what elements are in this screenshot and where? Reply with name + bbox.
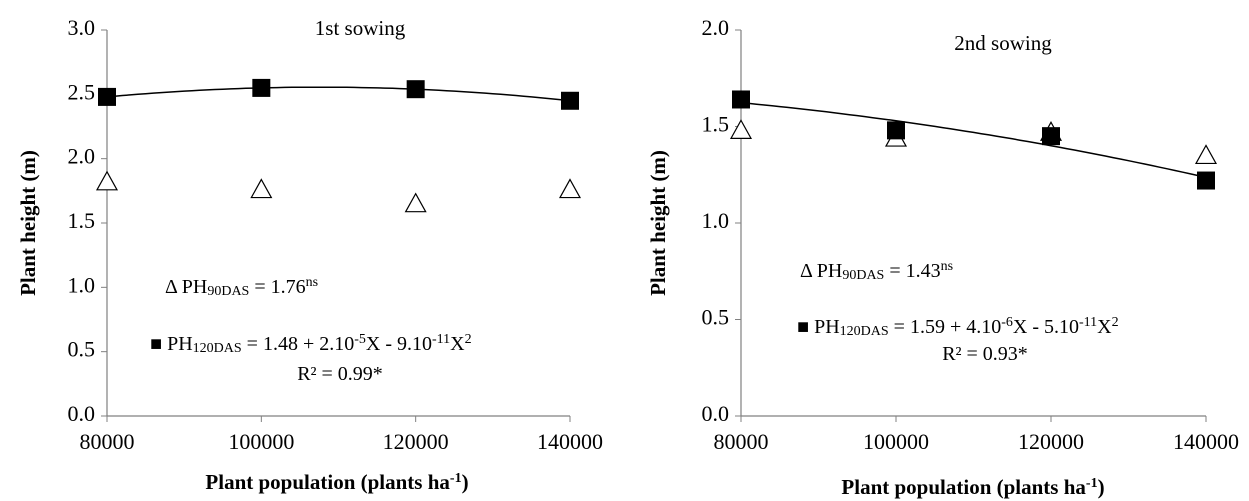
annotation: R² = 0.99* [297,363,383,385]
y-tick-label: 1.0 [702,208,730,233]
annotation: R² = 0.93* [942,343,1028,365]
text-run: Plant population (plants ha [841,475,1086,499]
chart-title: 2nd sowing [954,31,1052,55]
y-tick-label: 0.5 [702,305,730,330]
text-run: 2 [465,332,472,347]
text-run: ns [941,259,953,274]
x-tick-label: 140000 [537,429,603,454]
triangle-marker [729,119,753,139]
text-run: Plant population (plants ha [205,470,450,494]
square-marker [252,78,271,97]
text-run: X - 5.10 [1013,316,1079,338]
annotation: Δ PH90DAS = 1.76ns [165,275,318,298]
text-run: -1 [1086,476,1098,491]
y-tick-label: 0.0 [68,401,96,426]
text-run: -1 [450,471,462,486]
triangle-marker [95,170,119,191]
text-run: 90DAS [842,268,884,283]
text-run: -11 [432,332,450,347]
text-run: R² = 0.99* [297,363,383,385]
panel: 0.0 0.5 1.0 1.5 2.0 2.5 3.0 80000 100000 120000 14… [16,15,603,494]
y-axis-title: Plant height (m) [646,150,670,296]
square-marker [887,121,905,140]
text-run: = 1.48 + 2.10 [242,333,355,355]
text-run: -11 [1079,315,1097,330]
x-tick-label: 80000 [714,429,769,454]
y-tick-label: 1.5 [702,112,730,137]
y-tick-label: 1.0 [68,272,96,297]
text-run: 120DAS [840,324,889,339]
y-tick-label: 2.0 [702,15,730,40]
x-tick-label: 100000 [228,429,294,454]
y-axis-title: Plant height (m) [16,150,40,296]
text-run: = 1.43 [884,260,940,282]
text-run: -5 [354,332,366,347]
annotation: ■ PH120DAS = 1.59 + 4.10-6X - 5.10-11X2 [797,315,1119,338]
y-tick-label: 3.0 [68,15,96,40]
x-tick-label: 120000 [1018,429,1084,454]
text-run: R² = 0.93* [942,343,1028,365]
trend-curve [106,86,571,102]
y-tick-label: 0.5 [68,337,96,362]
text-run: 2 [1112,315,1119,330]
text-run: = 1.59 + 4.10 [889,316,1002,338]
y-tick-label: 2.0 [68,144,96,169]
y-tick-label: 2.5 [68,79,96,104]
text-run: ■ PH [797,316,840,338]
triangle-marker [558,178,582,199]
triangle-marker [404,192,427,213]
text-run: Δ PH [800,260,842,282]
y-tick-label: 0.0 [702,401,730,426]
square-marker [732,90,750,109]
square-marker [1197,171,1215,190]
y-tick-label: 1.5 [68,208,96,233]
annotation: ■ PH120DAS = 1.48 + 2.10-5X - 9.10-11X2 [150,332,472,355]
text-run: -6 [1001,315,1013,330]
square-marker [98,87,116,106]
triangle-marker [250,178,273,199]
text-run: ■ PH [150,333,193,355]
x-axis-title: Plant population (plants ha-1) [205,470,468,494]
text-run: Δ PH [165,276,207,298]
x-tick-label: 100000 [863,429,929,454]
text-run: ns [306,275,318,290]
square-marker [406,80,425,99]
text-run: = 1.76 [249,276,305,298]
text-run: 90DAS [207,284,249,299]
annotation: Δ PH90DAS = 1.43ns [800,259,953,282]
text-run: X - 9.10 [366,333,432,355]
text-run: X [1097,316,1112,338]
chart-title: 1st sowing [315,16,406,40]
text-run: 120DAS [193,341,242,356]
trend-curve [740,101,1207,179]
x-axis-title: Plant population (plants ha-1) [841,475,1104,499]
x-tick-label: 80000 [80,429,135,454]
x-tick-label: 120000 [383,429,449,454]
x-tick-label: 140000 [1173,429,1239,454]
square-marker [561,91,579,110]
triangle-marker [1194,144,1218,165]
text-run: ) [1098,475,1105,499]
text-run: X [450,333,465,355]
text-run: ) [462,470,469,494]
square-marker [1042,127,1060,146]
